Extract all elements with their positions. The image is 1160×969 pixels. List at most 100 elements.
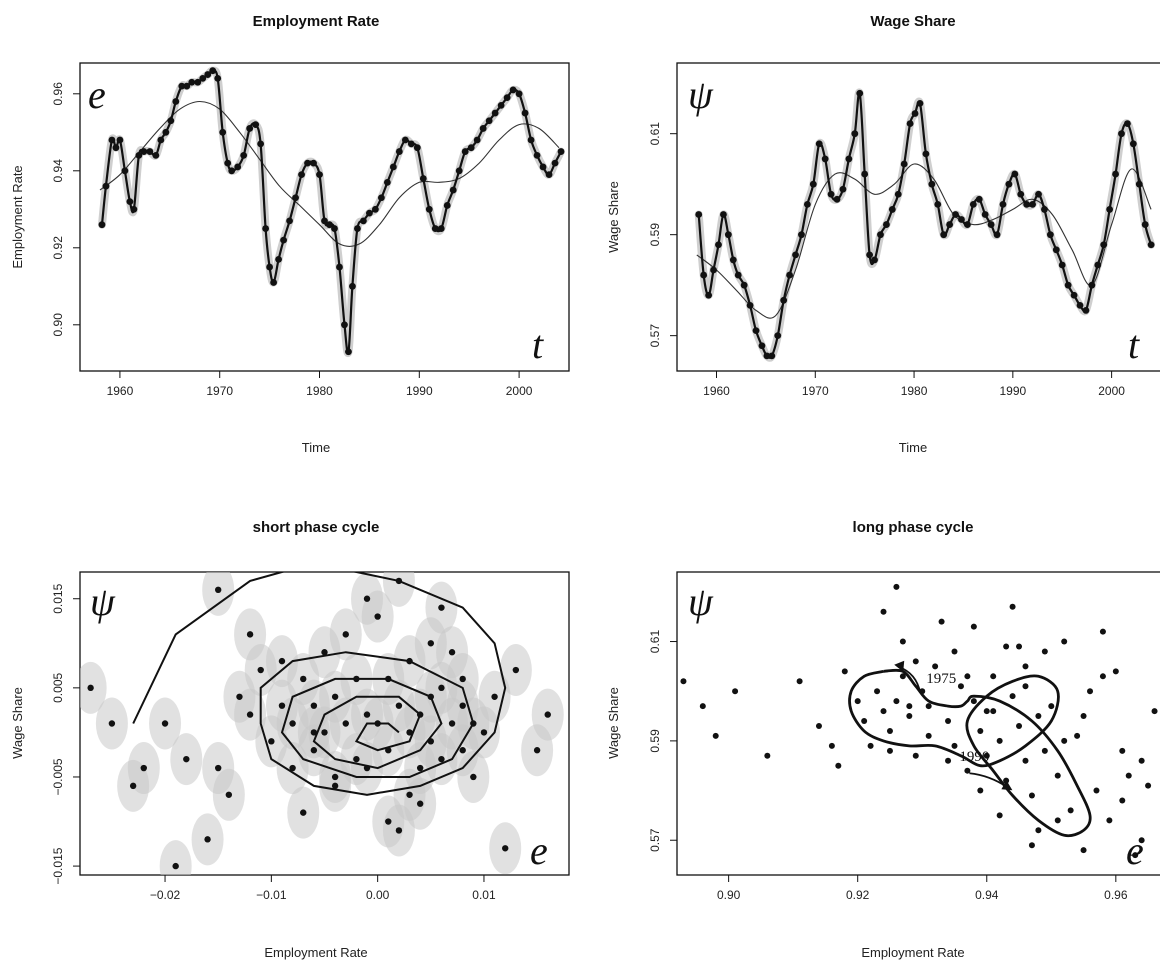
cycle-path [848,668,1092,838]
data-point [925,732,932,739]
x-tick-label: 0.94 [975,888,999,902]
data-point [1054,772,1061,779]
data-point [1041,206,1048,213]
data-point [470,720,477,727]
data-point [969,200,977,208]
x-tick-label: 0.96 [1104,888,1128,902]
data-point [527,136,535,144]
data-point [1005,180,1013,188]
data-point [427,738,435,745]
data-point [1048,703,1055,710]
data-point [990,673,997,680]
data-point [1022,683,1029,690]
x-tick-label: 0.00 [366,888,390,902]
data-point [740,281,748,289]
data-point [798,231,805,239]
data-point [1035,190,1042,198]
chart-marks [694,88,1156,362]
plot-area [80,572,564,875]
data-point [209,67,217,75]
data-point [1082,307,1090,314]
data-point [845,155,853,163]
data-point [916,99,924,107]
data-point [401,136,409,144]
data-point [952,211,959,218]
data-point [906,120,914,127]
data-point [515,90,523,98]
axis-ticks: −0.02 −0.01 0.00 0.01 −0.015 −0.005 0.005 0.015 [51,583,496,902]
uncertainty-ellipse [202,572,235,616]
data-point [389,163,397,171]
data-point [1080,847,1087,854]
data-point [932,663,939,670]
data-point [479,125,487,132]
data-point [780,296,788,304]
data-point [557,148,565,155]
data-point [228,167,236,175]
data-point [236,693,243,700]
data-point [374,613,381,620]
confidence-band [694,88,1156,362]
data-point [270,279,278,286]
data-point [300,809,307,816]
data-point [345,348,352,356]
data-point [1035,827,1042,834]
data-point [395,827,403,834]
data-point [1067,807,1074,814]
axis-ticks: 0.90 0.92 0.94 0.96 0.57 0.59 0.61 [648,630,1128,902]
data-point [925,703,932,710]
data-point [416,764,424,772]
data-point [764,752,771,759]
data-point [162,128,170,136]
data-point [459,702,466,709]
data-point [1074,732,1081,739]
data-point [98,221,106,229]
data-point [786,271,794,279]
data-point [286,217,293,225]
data-point [407,140,415,148]
data-point [521,109,529,117]
data-point [224,159,232,167]
data-point [331,693,339,700]
axis-ticks: 1960 1970 1980 1990 2000 0.90 0.92 0.94 0.96 [51,82,533,398]
arrowhead-1975 [894,660,905,672]
data-point [140,148,148,155]
data-point [1029,200,1036,208]
data-point [310,159,317,167]
data-point [280,236,287,244]
data-point [172,98,180,105]
data-point [899,673,906,680]
panel-short-phase-cycle: short phase cycle Employment Rate Wage S… [10,519,570,960]
data-point [866,251,874,259]
data-point [724,231,732,239]
data-point [1017,190,1025,198]
data-point [108,720,116,727]
data-point [419,175,427,182]
chart-marks [98,66,565,358]
data-point [545,171,553,179]
data-point [1141,221,1149,228]
data-point [503,94,511,102]
data-point [135,152,143,159]
data-point [977,727,984,734]
data-point [292,194,299,202]
data-point [310,702,318,709]
y-tick-label: 0.59 [648,223,662,247]
x-axis-label: Employment Rate [861,945,964,960]
data-point [874,688,881,695]
x-tick-label: 0.01 [472,888,496,902]
uncertainty-ellipse [382,572,415,607]
chart-title: short phase cycle [253,519,380,536]
data-point [300,675,307,683]
data-point [900,160,908,168]
x-tick-label: 1960 [703,384,730,398]
data-point [1016,643,1023,650]
data-point [112,144,120,152]
data-point [975,195,983,203]
y-tick-label: 0.61 [648,630,662,654]
corner-label-top-left: ψ [688,72,714,117]
y-tick-label: 0.92 [51,236,65,260]
x-tick-label: −0.02 [150,888,181,902]
data-point [214,764,222,772]
y-tick-label: 0.96 [51,82,65,106]
